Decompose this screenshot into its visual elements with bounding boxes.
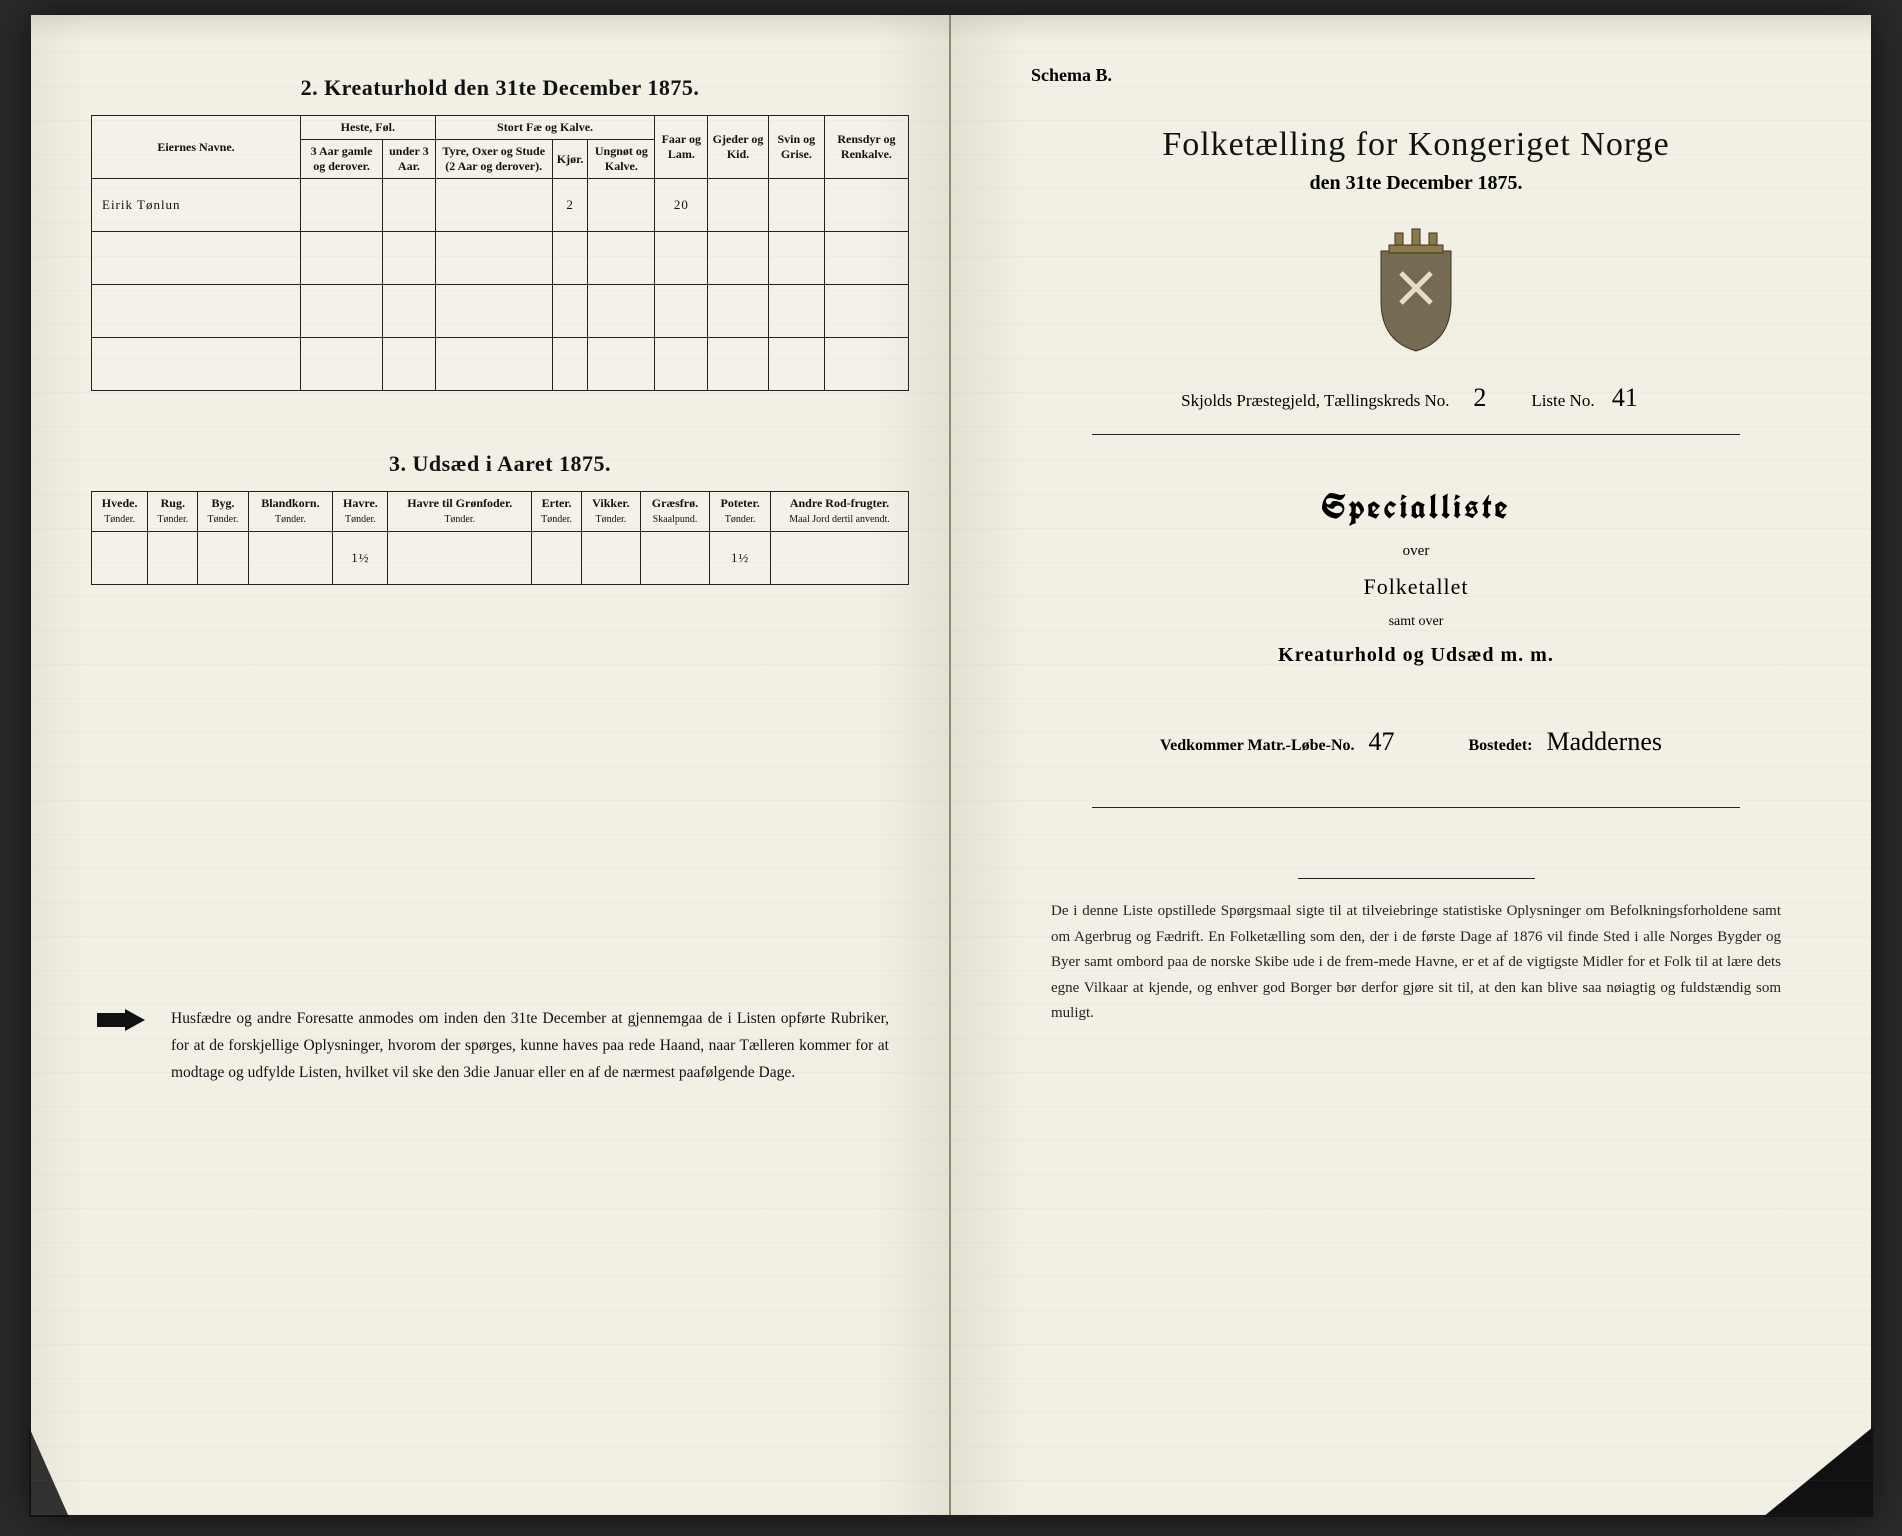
col-heste-a: 3 Aar gamle og derover. (301, 140, 383, 179)
matr-line: Vedkommer Matr.-Løbe-No. 47 Bostedet: Ma… (1021, 727, 1811, 757)
over-label: over (1021, 543, 1811, 560)
cell-erter (532, 531, 582, 584)
matr-no: 47 (1359, 727, 1405, 756)
cell-heste-b (383, 179, 436, 232)
col-rug: Rug.Tønder. (148, 492, 198, 532)
right-page: Schema B. Folketælling for Kongeriget No… (951, 15, 1871, 1515)
divider (1092, 807, 1740, 808)
bosted-label: Bostedet: (1469, 737, 1533, 754)
col-andre: Andre Rod-frugter.Maal Jord dertil anven… (770, 492, 908, 532)
schema-label: Schema B. (1031, 65, 1811, 86)
table-row (92, 232, 909, 285)
col-havre: Havre.Tønder. (333, 492, 388, 532)
specialliste-heading: Specialliste (1021, 485, 1811, 529)
section3-title: 3. Udsæd i Aaret 1875. (91, 451, 909, 477)
corner-shadow (29, 1427, 69, 1517)
table-row (92, 285, 909, 338)
seed-table: Hvede.Tønder. Rug.Tønder. Byg.Tønder. Bl… (91, 491, 909, 585)
livestock-table: Eiernes Navne. Heste, Føl. Stort Fæ og K… (91, 115, 909, 391)
sub-date: den 31te December 1875. (1021, 172, 1811, 195)
kreds-no: 2 (1454, 383, 1506, 414)
cell-havregron (388, 531, 532, 584)
cell-gjeder (708, 179, 769, 232)
col-havregron: Havre til Grønfoder.Tønder. (388, 492, 532, 532)
col-byg: Byg.Tønder. (198, 492, 248, 532)
cell-hvede (92, 531, 148, 584)
col-gjeder: Gjeder og Kid. (708, 116, 769, 179)
samt-over-label: samt over (1021, 614, 1811, 630)
col-blandkorn: Blandkorn.Tønder. (248, 492, 333, 532)
col-grasfro: Græsfrø.Skaalpund. (640, 492, 710, 532)
section2-title: 2. Kreaturhold den 31te December 1875. (91, 75, 909, 101)
col-hvede: Hvede.Tønder. (92, 492, 148, 532)
cell-havre: 1½ (333, 531, 388, 584)
coat-of-arms-icon (1361, 223, 1471, 353)
col-rensdyr: Rensdyr og Renkalve. (824, 116, 908, 179)
cell-blandkorn (248, 531, 333, 584)
left-page: 2. Kreaturhold den 31te December 1875. E… (31, 15, 951, 1515)
liste-no: 41 (1599, 383, 1651, 414)
left-footnote: Husfædre og andre Foresatte anmodes om i… (91, 1005, 909, 1086)
cell-stort-c (588, 179, 655, 232)
matr-label: Vedkommer Matr.-Løbe-No. (1160, 737, 1355, 754)
cell-svin (768, 179, 824, 232)
cell-faar: 20 (655, 179, 708, 232)
main-title: Folketælling for Kongeriget Norge (1021, 126, 1811, 164)
cell-stort-a (435, 179, 552, 232)
col-poteter: Poteter.Tønder. (710, 492, 771, 532)
col-erter: Erter.Tønder. (532, 492, 582, 532)
cell-andre (770, 531, 908, 584)
col-group-stortfae: Stort Fæ og Kalve. (435, 116, 655, 140)
col-owner-name: Eiernes Navne. (92, 116, 301, 179)
right-footnote: De i denne Liste opstillede Spørgsmaal s… (1021, 899, 1811, 1027)
cell-byg (198, 531, 248, 584)
divider (1092, 434, 1740, 435)
meta-line: Skjolds Præstegjeld, Tællingskreds No. 2… (1021, 383, 1811, 414)
kreaturhold-label: Kreaturhold og Udsæd m. m. (1021, 644, 1811, 667)
prestegjeld-label: Skjolds Præstegjeld, Tællingskreds No. (1181, 391, 1449, 410)
pointing-hand-icon (97, 1007, 155, 1033)
liste-label: Liste No. (1531, 391, 1594, 410)
cell-rug (148, 531, 198, 584)
table-row: Eirik Tønlun 2 20 (92, 179, 909, 232)
divider (1298, 878, 1535, 879)
col-stort-a: Tyre, Oxer og Stude (2 Aar og derover). (435, 140, 552, 179)
folketallet-label: Folketallet (1021, 574, 1811, 600)
left-footnote-text: Husfædre og andre Foresatte anmodes om i… (171, 1010, 889, 1081)
table-row: 1½ 1½ (92, 531, 909, 584)
col-faar: Faar og Lam. (655, 116, 708, 179)
col-group-heste: Heste, Føl. (301, 116, 436, 140)
col-stort-c: Ungnøt og Kalve. (588, 140, 655, 179)
cell-grasfro (640, 531, 710, 584)
cell-poteter: 1½ (710, 531, 771, 584)
cell-heste-a (301, 179, 383, 232)
cell-rensdyr (824, 179, 908, 232)
col-svin: Svin og Grise. (768, 116, 824, 179)
col-stort-b: Kjør. (552, 140, 588, 179)
col-heste-b: under 3 Aar. (383, 140, 436, 179)
document-spread: 2. Kreaturhold den 31te December 1875. E… (31, 15, 1871, 1515)
bosted-name: Maddernes (1536, 727, 1672, 756)
table-row (92, 338, 909, 391)
cell-stort-b: 2 (552, 179, 588, 232)
corner-shadow (1763, 1427, 1873, 1517)
col-vikker: Vikker.Tønder. (582, 492, 640, 532)
cell-vikker (582, 531, 640, 584)
cell-owner-name: Eirik Tønlun (92, 179, 301, 232)
